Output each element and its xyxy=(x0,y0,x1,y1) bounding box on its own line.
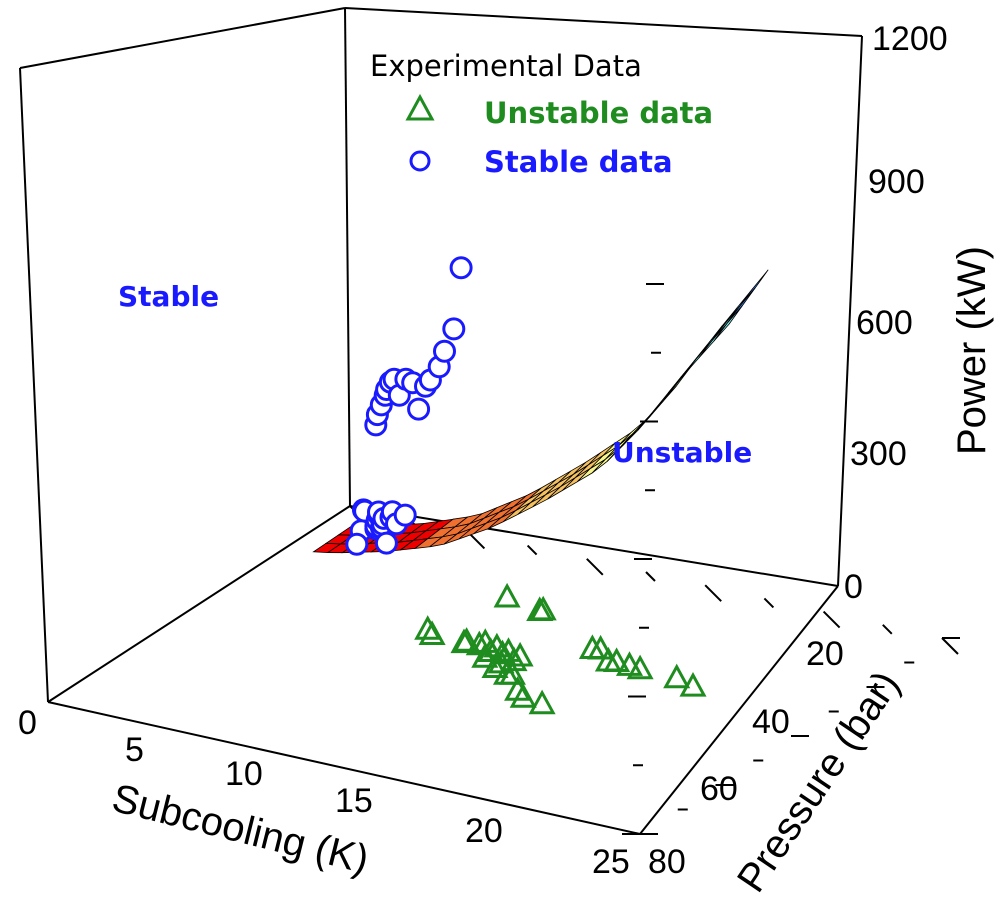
x-axis-tick xyxy=(763,597,775,609)
legend-circle-marker xyxy=(409,150,431,172)
z-axis-title: Power (kW) xyxy=(950,246,994,455)
back-vertical-edge xyxy=(344,7,351,507)
stability-surface xyxy=(312,269,769,554)
legend-title: Experimental Data xyxy=(370,49,642,83)
stable-data-point xyxy=(374,531,398,555)
x-axis-tick xyxy=(645,571,656,582)
floor-left-edge xyxy=(47,505,351,703)
stable-region-label: Stable xyxy=(118,280,219,313)
y-tick-label-60: 60 xyxy=(700,770,738,808)
unstable-data-point xyxy=(477,637,505,662)
unstable-data-point xyxy=(528,689,556,715)
unstable-data-point xyxy=(481,653,509,678)
x-axis-tick xyxy=(586,558,604,576)
stable-data-point xyxy=(433,339,456,363)
unstable-data-point xyxy=(679,671,707,697)
unstable-data-point xyxy=(603,647,631,672)
unstable-data-point xyxy=(488,639,517,665)
z-tick-label-1200: 1200 xyxy=(872,20,948,58)
unstable-data-point xyxy=(509,683,537,708)
unstable-data-point xyxy=(663,663,691,689)
surface-cell xyxy=(713,305,743,342)
stable-data-point xyxy=(449,256,473,280)
x-axis-tick xyxy=(941,637,959,655)
x-tick-label-20: 20 xyxy=(465,812,503,850)
pressure-axis-line xyxy=(639,585,839,835)
floor-back-edge xyxy=(349,505,839,587)
y-tick-label-80: 80 xyxy=(648,843,686,881)
x-axis-tick xyxy=(526,544,538,556)
unstable-data-point xyxy=(418,620,446,645)
unstable-region-label: Unstable xyxy=(612,436,752,469)
stable-data-point xyxy=(345,532,369,556)
data-points xyxy=(345,256,707,715)
subcooling-axis-line xyxy=(47,701,641,835)
right-vertical-axis xyxy=(837,35,863,587)
x-tick-label-15: 15 xyxy=(335,782,373,820)
x-axis-tick xyxy=(704,584,722,602)
stable-data-point xyxy=(393,503,417,527)
x-tick-label-10: 10 xyxy=(225,755,263,793)
unstable-data-point xyxy=(498,660,526,685)
legend-label-stable: Stable data xyxy=(484,145,673,179)
z-tick-label-300: 300 xyxy=(850,435,907,473)
x-axis-tick xyxy=(822,610,841,629)
y-tick-label-20: 20 xyxy=(806,635,844,673)
left-wall-vertical-edge xyxy=(19,67,49,703)
legend-label-unstable: Unstable data xyxy=(484,96,713,130)
unstable-data-point xyxy=(587,634,615,660)
x-tick-label-25: 25 xyxy=(592,843,630,881)
back-wall-right-top-edge xyxy=(344,7,863,37)
z-tick-label-0: 0 xyxy=(844,568,863,606)
unstable-data-point xyxy=(529,595,557,621)
back-wall-top-edge xyxy=(19,7,346,69)
unstable-data-point xyxy=(493,582,521,608)
y-tick-label-40: 40 xyxy=(752,703,790,741)
unstable-data-point xyxy=(506,641,534,667)
z-tick-label-600: 600 xyxy=(856,304,913,342)
stable-data-point xyxy=(442,317,466,341)
axes-box xyxy=(19,7,863,835)
legend: Experimental Data Unstable data Stable d… xyxy=(370,49,713,179)
x-axis-tick xyxy=(882,624,893,635)
x-tick-label-0: 0 xyxy=(18,704,37,742)
unstable-data-point xyxy=(471,643,499,668)
z-tick-label-900: 900 xyxy=(868,163,925,201)
unstable-data-point xyxy=(500,646,528,672)
legend-triangle-marker xyxy=(405,93,435,121)
unstable-data-point xyxy=(450,628,478,654)
unstable-data-point xyxy=(626,654,654,680)
x-tick-label-5: 5 xyxy=(125,731,144,769)
stable-data-point xyxy=(407,397,431,421)
y-axis-title: Pressure (bar) xyxy=(729,664,908,901)
